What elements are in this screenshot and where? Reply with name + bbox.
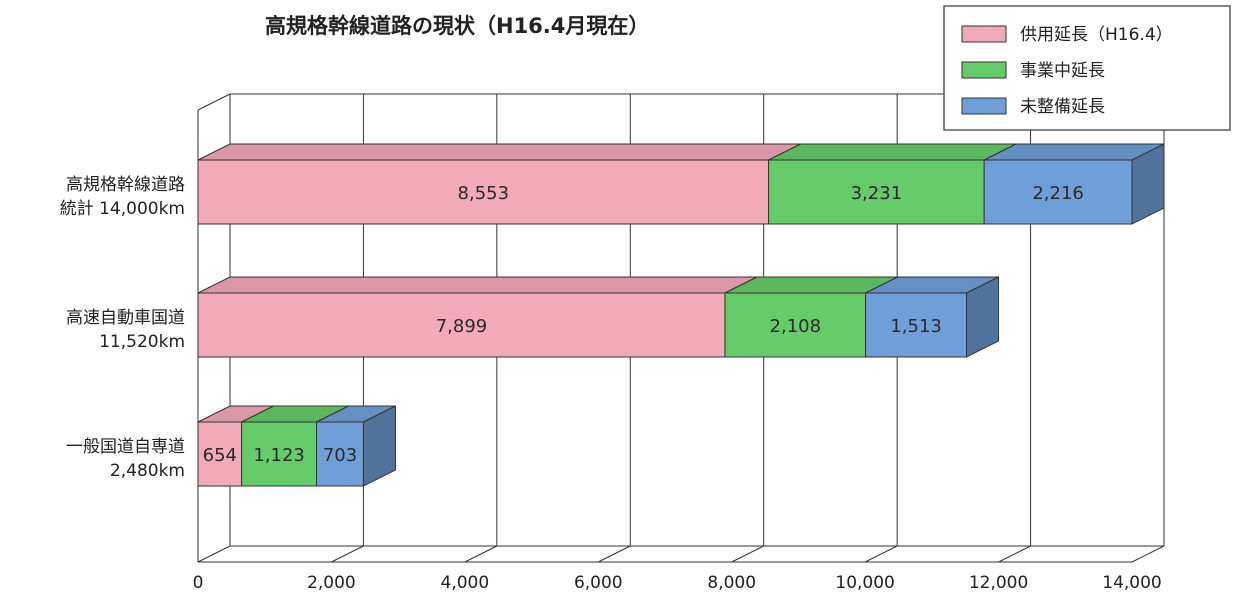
legend-label: 供用延長（H16.4） <box>1020 25 1173 45</box>
bar-value-label: 703 <box>323 445 357 466</box>
bar-segment <box>724 292 867 358</box>
category-label: 一般国道自専道 <box>66 437 185 457</box>
bar-value-label: 1,513 <box>890 316 942 337</box>
bar-end-face <box>362 405 396 487</box>
bar-segment <box>241 421 318 487</box>
bar-value-label: 654 <box>203 445 237 466</box>
gridline-floor <box>1131 545 1165 563</box>
bar-end-face <box>966 276 1000 358</box>
gridline-floor <box>998 545 1031 563</box>
bar-top-face <box>197 276 758 294</box>
bar-end-face <box>1131 143 1165 225</box>
bars: 8,553 3,231 2,216 7,899 2,108 1,513 654 1,123 70… <box>197 143 1165 487</box>
category-total: 2,480km <box>110 461 185 481</box>
category-total: 統計 14,000km <box>60 199 185 219</box>
bar-value-label: 8,553 <box>458 183 510 204</box>
gridline-floor <box>598 545 631 563</box>
legend-label: 事業中延長 <box>1020 61 1105 81</box>
x-tick-label: 12,000 <box>969 573 1028 593</box>
legend-swatch <box>961 97 1007 115</box>
x-tick-label: 14,000 <box>1102 573 1161 593</box>
bar-segment <box>197 421 243 487</box>
bar-top-face <box>197 143 801 161</box>
gridline-floor <box>731 545 764 563</box>
x-tick-label: 6,000 <box>574 573 623 593</box>
bar-value-label: 2,216 <box>1032 183 1084 204</box>
legend-label: 未整備延長 <box>1020 97 1105 117</box>
x-axis-ticks: 0 2,000 4,000 6,000 8,000 10,000 12,000 14,000 <box>193 573 1162 593</box>
x-tick-label: 2,000 <box>307 573 356 593</box>
left-wall-top-edge <box>197 93 231 111</box>
bar-value-label: 1,123 <box>253 445 305 466</box>
bar-segment <box>865 292 968 358</box>
gridline-floor <box>331 545 364 563</box>
legend-swatch <box>961 61 1007 79</box>
legend-swatch <box>961 25 1007 43</box>
bar-segment <box>316 421 364 487</box>
category-label: 高規格幹線道路 <box>66 174 185 195</box>
chart-title: 高規格幹線道路の現状（H16.4月現在） <box>265 14 649 38</box>
bar-value-label: 3,231 <box>851 183 903 204</box>
bar-value-label: 7,899 <box>436 316 488 337</box>
gridline-floor <box>197 545 231 563</box>
gridline-floor <box>864 545 898 563</box>
bar-segment <box>197 292 726 358</box>
gridline-floor <box>464 545 498 563</box>
x-tick-label: 8,000 <box>707 573 756 593</box>
x-tick-label: 4,000 <box>441 573 490 593</box>
bar-value-label: 2,108 <box>770 316 822 337</box>
bar-top-face <box>768 143 1017 161</box>
category-total: 11,520km <box>99 332 185 352</box>
bar-segment <box>983 159 1133 225</box>
category-label: 高速自動車国道 <box>66 308 185 328</box>
x-tick-label: 0 <box>193 573 204 593</box>
x-tick-label: 10,000 <box>835 573 894 593</box>
